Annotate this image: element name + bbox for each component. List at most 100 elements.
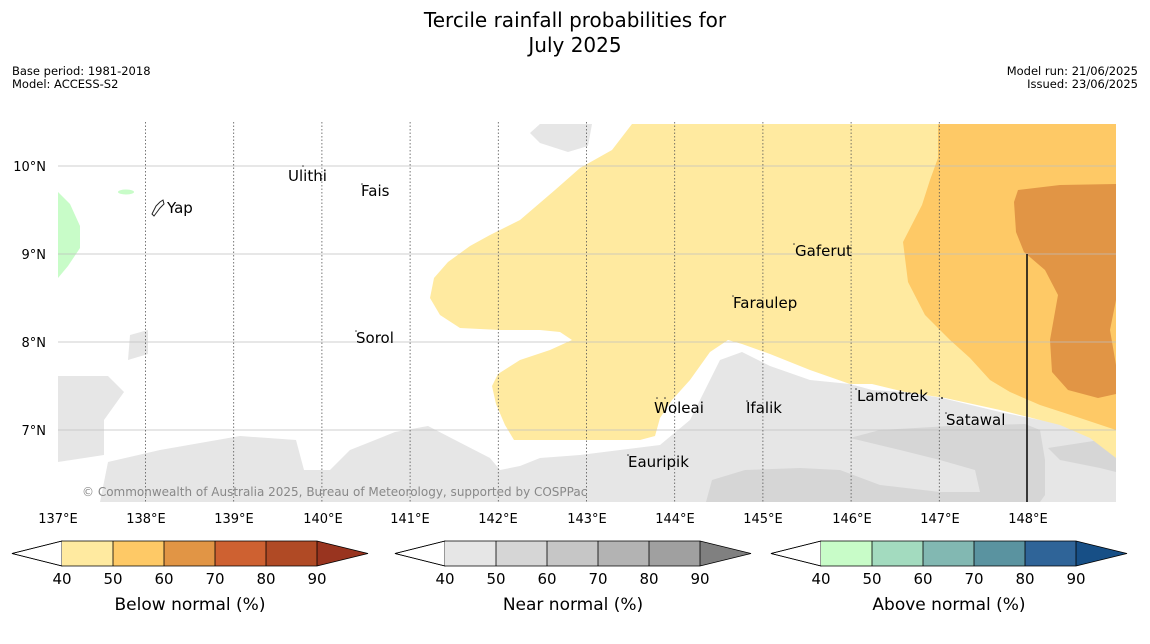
place-label-fais: Fais — [361, 182, 390, 200]
colorbar-below-normal: 40 50 60 70 80 90 Below normal (%) — [11, 540, 369, 615]
colorbar-segment — [1025, 541, 1076, 566]
colorbar-low-extension — [394, 540, 446, 567]
colorbar-segment — [598, 541, 649, 566]
place-label-woleai: Woleai — [654, 399, 704, 417]
model-name: Model: ACCESS-S2 — [12, 77, 119, 91]
lon-label: 139°E — [214, 512, 254, 527]
island-dot — [627, 454, 629, 456]
colorbar-near-normal: 40 50 60 70 80 90 Near normal (%) — [394, 540, 752, 615]
colorbar-low-extension — [11, 540, 63, 567]
latitude-labels: 10°N 9°N 8°N 7°N — [13, 160, 46, 439]
island-dot — [945, 412, 947, 414]
colorbar-tick: 50 — [486, 570, 505, 588]
colorbar-high-extension — [1076, 541, 1127, 566]
lat-label: 9°N — [22, 248, 47, 263]
colorbar-label: Near normal (%) — [503, 595, 643, 615]
near-normal-area — [100, 352, 1116, 502]
colorbar-outline — [394, 540, 752, 567]
colorbar-high-extension — [700, 541, 751, 566]
colorbar-segment — [649, 541, 700, 566]
colorbar-tick: 90 — [1066, 570, 1085, 588]
colorbar-segment — [164, 541, 215, 566]
above-normal-area — [118, 189, 134, 195]
colorbar-tick: 80 — [639, 570, 658, 588]
colorbar-high-extension — [317, 541, 368, 566]
place-label-yap: Yap — [166, 199, 193, 217]
place-label-faraulep: Faraulep — [733, 294, 797, 312]
place-label-ulithi: Ulithi — [288, 167, 327, 185]
colorbar-above-normal: 40 50 60 70 80 90 Above normal (%) — [770, 540, 1128, 615]
colorbar-tick: 80 — [1015, 570, 1034, 588]
near-normal-area — [530, 124, 592, 152]
island-dot — [664, 397, 666, 399]
lon-label: 145°E — [743, 512, 783, 527]
island-dot — [302, 165, 304, 167]
colorbar-outline — [11, 540, 369, 567]
colorbar-tick: 70 — [205, 570, 224, 588]
colorbar-tick: 70 — [964, 570, 983, 588]
island-dot — [361, 183, 363, 185]
island-markers — [151, 165, 947, 456]
longitude-labels: 137°E 138°E 139°E 140°E 141°E 142°E 143°… — [38, 512, 1048, 527]
colorbar-segment — [266, 541, 317, 566]
lat-label: 8°N — [22, 336, 47, 351]
near-normal-area — [58, 376, 124, 462]
lat-label: 10°N — [13, 160, 46, 175]
model-run: Model run: 21/06/2025 — [1006, 64, 1138, 78]
colorbar-outline — [770, 540, 1128, 567]
base-period: Base period: 1981-2018 — [12, 64, 151, 78]
below-normal-area-60 — [1014, 184, 1116, 398]
island-dot — [732, 295, 734, 297]
colorbar-low-extension — [770, 540, 822, 567]
lon-label: 141°E — [390, 512, 430, 527]
island-dot — [941, 397, 943, 399]
colorbar-segment — [445, 541, 496, 566]
island-dot — [355, 330, 357, 332]
colorbar-segment — [215, 541, 266, 566]
lon-label: 144°E — [655, 512, 695, 527]
colorbar-label: Above normal (%) — [872, 595, 1025, 615]
meta-right: Model run: 21/06/2025 Issued: 23/06/2025 — [1007, 65, 1138, 91]
lon-label: 142°E — [478, 512, 518, 527]
colorbar-label: Below normal (%) — [115, 595, 266, 615]
lon-label: 147°E — [920, 512, 960, 527]
place-label-eauripik: Eauripik — [628, 453, 689, 471]
colorbar-tick: 50 — [103, 570, 122, 588]
place-label-lamotrek: Lamotrek — [857, 387, 928, 405]
colorbar-segment — [62, 541, 113, 566]
colorbar-tick: 50 — [862, 570, 881, 588]
lon-label: 146°E — [832, 512, 872, 527]
colorbar-segment — [872, 541, 923, 566]
colorbar-tick: 60 — [913, 570, 932, 588]
lon-label: 143°E — [567, 512, 607, 527]
title-line-2: July 2025 — [528, 33, 622, 57]
probability-shading — [58, 124, 1116, 502]
copyright-notice: © Commonwealth of Australia 2025, Bureau… — [82, 485, 587, 499]
longitude-gridlines — [145, 122, 940, 502]
colorbar-segment — [496, 541, 547, 566]
island-dot — [793, 243, 795, 245]
issued-date: Issued: 23/06/2025 — [1027, 77, 1138, 91]
island-dot — [656, 397, 658, 399]
colorbar-tick: 90 — [690, 570, 709, 588]
place-label-satawal: Satawal — [946, 411, 1005, 429]
lon-label: 140°E — [303, 512, 343, 527]
lon-label: 137°E — [38, 512, 78, 527]
colorbar-tick: 40 — [811, 570, 830, 588]
lon-label: 138°E — [126, 512, 166, 527]
colorbar-segment — [974, 541, 1025, 566]
near-normal-area — [128, 330, 148, 360]
colorbar-segment — [113, 541, 164, 566]
colorbar-segment — [923, 541, 974, 566]
title-line-1: Tercile rainfall probabilities for — [423, 8, 727, 32]
colorbar-tick: 70 — [588, 570, 607, 588]
meta-left: Base period: 1981-2018 Model: ACCESS-S2 — [12, 65, 151, 91]
colorbar-tick: 90 — [307, 570, 326, 588]
colorbar-tick: 40 — [435, 570, 454, 588]
above-normal-area — [58, 192, 80, 278]
colorbar-tick: 60 — [537, 570, 556, 588]
island-dot — [746, 400, 748, 402]
lat-label: 7°N — [22, 424, 47, 439]
colorbar-tick: 60 — [154, 570, 173, 588]
